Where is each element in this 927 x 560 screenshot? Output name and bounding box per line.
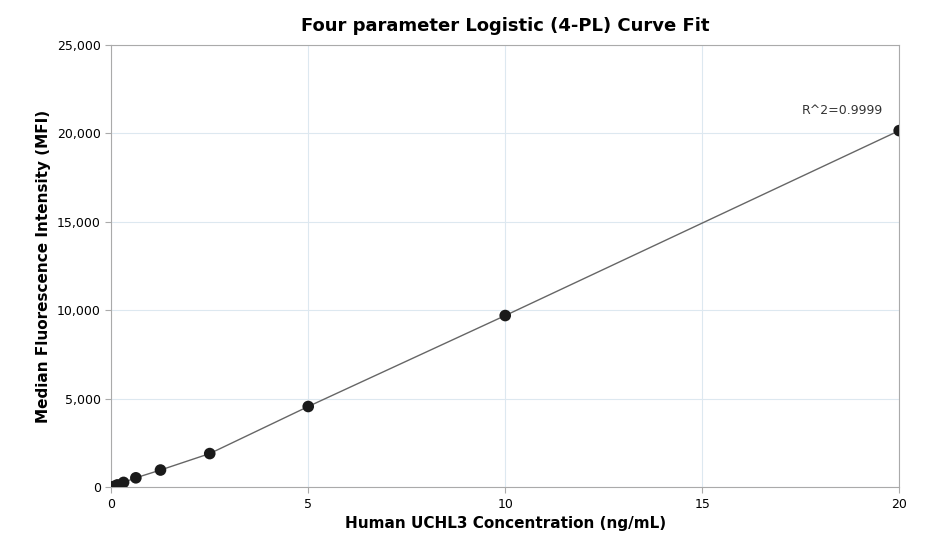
Point: [129, 473, 144, 482]
Point: [202, 449, 217, 458]
Text: R^2=0.9999: R^2=0.9999: [802, 104, 883, 118]
Y-axis label: Median Fluorescence Intensity (MFI): Median Fluorescence Intensity (MFI): [36, 109, 51, 423]
Point: [116, 478, 131, 487]
X-axis label: Human UCHL3 Concentration (ng/mL): Human UCHL3 Concentration (ng/mL): [345, 516, 666, 531]
Point: [498, 311, 513, 320]
Point: [110, 480, 125, 489]
Point: [107, 482, 121, 491]
Point: [892, 126, 907, 135]
Point: [104, 483, 119, 492]
Point: [153, 465, 168, 474]
Point: [300, 402, 315, 411]
Title: Four parameter Logistic (4-PL) Curve Fit: Four parameter Logistic (4-PL) Curve Fit: [301, 17, 709, 35]
